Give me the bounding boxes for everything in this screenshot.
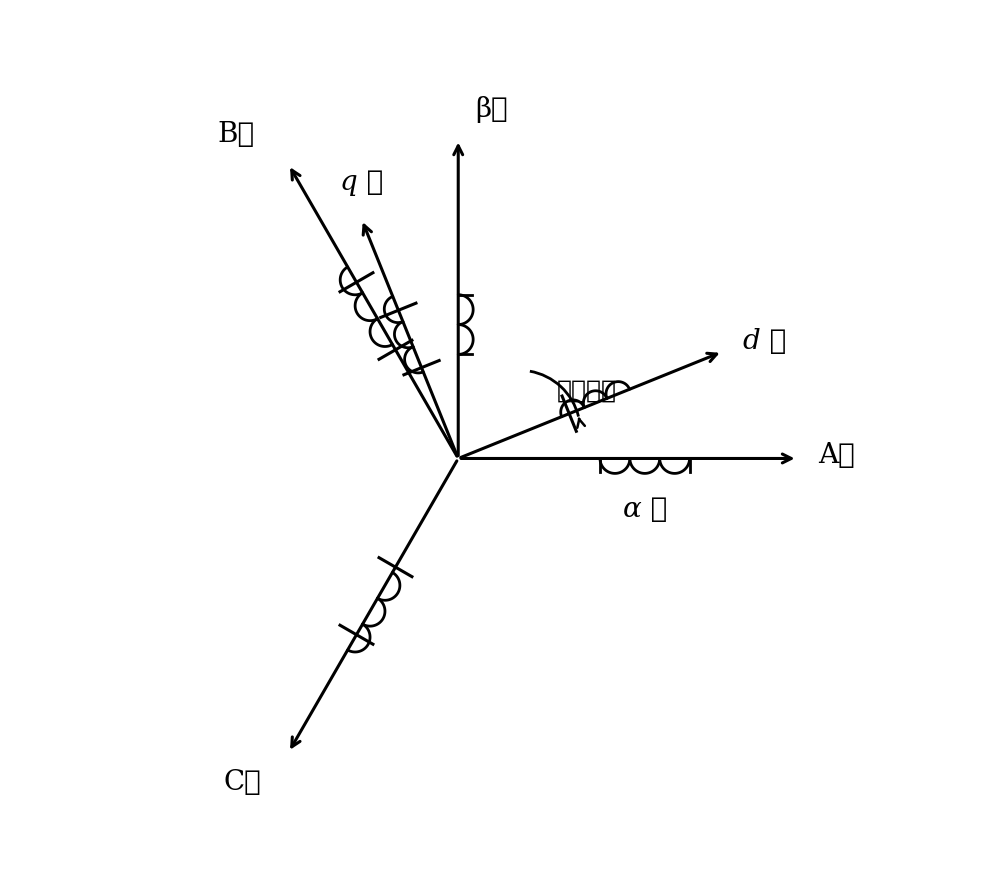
Text: β轴: β轴 <box>475 96 508 122</box>
Text: A轴: A轴 <box>818 441 855 469</box>
Text: C轴: C轴 <box>224 769 262 796</box>
Text: 同步转速: 同步转速 <box>557 379 617 402</box>
Text: q 轴: q 轴 <box>340 169 383 196</box>
Text: B轴: B轴 <box>218 121 255 148</box>
Text: d 轴: d 轴 <box>743 328 786 355</box>
Text: α 轴: α 轴 <box>623 496 667 522</box>
